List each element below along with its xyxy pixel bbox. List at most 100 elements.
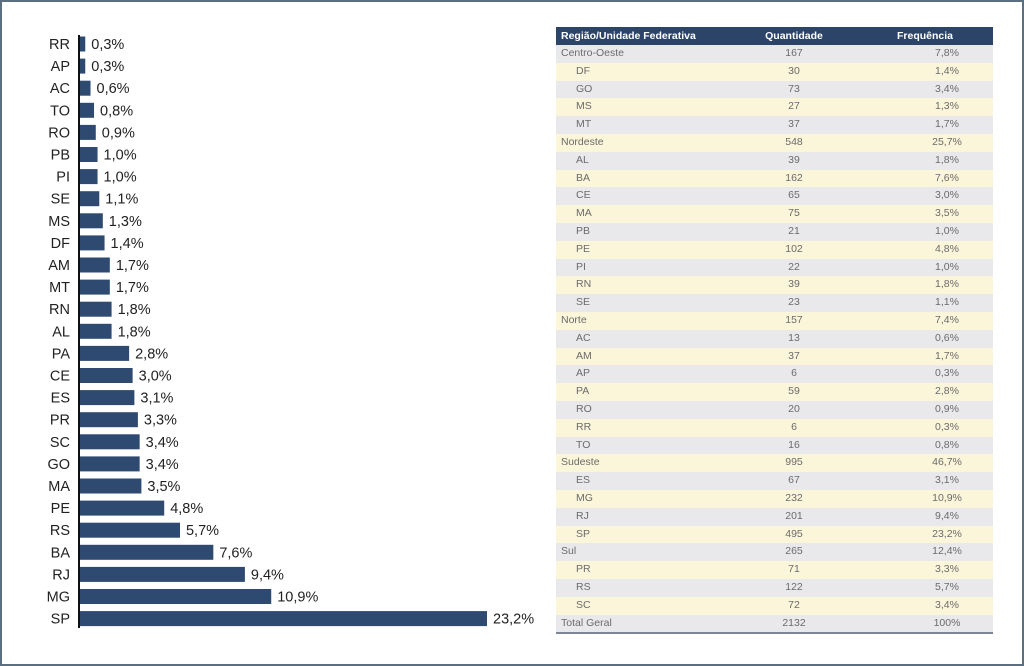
- cell-name: SP: [556, 525, 731, 544]
- cell-name: AM: [556, 347, 731, 366]
- bar-to: [80, 102, 95, 118]
- cell-quantity: 30: [731, 62, 857, 81]
- cell-frequency: 1,7%: [857, 116, 993, 134]
- bar-rj: [80, 566, 245, 582]
- cell-quantity: 102: [731, 240, 857, 259]
- table-row: SP 495 23,2%: [556, 525, 993, 544]
- cell-quantity: 6: [731, 365, 857, 384]
- cell-name: DF: [556, 62, 731, 81]
- category-label: SC: [50, 435, 70, 451]
- category-label: PR: [50, 413, 70, 429]
- cell-frequency: 3,5%: [857, 205, 993, 223]
- cell-quantity: 201: [731, 507, 857, 526]
- bar-am: [80, 257, 110, 273]
- category-label: AL: [52, 324, 70, 340]
- cell-frequency: 9,4%: [857, 507, 993, 526]
- cell-quantity: 162: [731, 169, 857, 188]
- cell-name: MG: [556, 489, 731, 508]
- table-row: AL 39 1,8%: [556, 151, 993, 170]
- table-region-row: Norte 157 7,4%: [556, 311, 993, 330]
- category-label: SE: [51, 192, 71, 208]
- cell-name: Total Geral: [556, 614, 731, 635]
- cell-frequency: 0,8%: [857, 436, 993, 455]
- cell-name: SC: [556, 596, 731, 615]
- cell-frequency: 0,3%: [857, 365, 993, 384]
- cell-frequency: 12,4%: [857, 543, 993, 562]
- table-row: SE 23 1,1%: [556, 294, 993, 312]
- cell-name: ES: [556, 472, 731, 490]
- table-row: RO 20 0,9%: [556, 400, 993, 419]
- cell-quantity: 67: [731, 472, 857, 490]
- bar-rr: [80, 36, 86, 52]
- cell-quantity: 37: [731, 116, 857, 134]
- cell-frequency: 0,6%: [857, 329, 993, 348]
- table-header-row: Região/Unidade Federativa Quantidade Fre…: [556, 27, 993, 45]
- cell-frequency: 23,2%: [857, 525, 993, 544]
- category-label: GO: [47, 457, 70, 473]
- bar-go: [80, 456, 140, 472]
- table-row: PE 102 4,8%: [556, 240, 993, 259]
- table-total-row: Total Geral 2132 100%: [556, 614, 993, 635]
- cell-frequency: 0,3%: [857, 418, 993, 437]
- cell-name: Sudeste: [556, 454, 731, 473]
- value-label: 0,3%: [91, 37, 124, 53]
- category-label: RJ: [52, 567, 70, 583]
- table-row: ES 67 3,1%: [556, 472, 993, 490]
- cell-quantity: 23: [731, 294, 857, 312]
- cell-quantity: 2132: [731, 614, 857, 635]
- cell-name: RN: [556, 276, 731, 295]
- value-label: 1,3%: [109, 214, 142, 230]
- bar-pi: [80, 169, 98, 185]
- table-row: AC 13 0,6%: [556, 329, 993, 348]
- cell-name: RO: [556, 400, 731, 419]
- value-label: 1,7%: [116, 280, 149, 296]
- cell-quantity: 71: [731, 561, 857, 579]
- category-label: RS: [50, 523, 70, 539]
- category-label: MS: [48, 214, 70, 230]
- bar-al: [80, 323, 112, 339]
- table-row: RJ 201 9,4%: [556, 507, 993, 526]
- table-row: RS 122 5,7%: [556, 578, 993, 597]
- cell-frequency: 10,9%: [857, 489, 993, 508]
- category-label: MT: [49, 280, 70, 296]
- table-row: SC 72 3,4%: [556, 596, 993, 615]
- cell-name: RJ: [556, 507, 731, 526]
- category-label: RO: [48, 125, 70, 141]
- cell-frequency: 2,8%: [857, 383, 993, 401]
- value-label: 1,8%: [118, 324, 151, 340]
- category-label: AP: [51, 59, 70, 75]
- bar-ma: [80, 478, 142, 494]
- table-row: PR 71 3,3%: [556, 561, 993, 579]
- cell-quantity: 39: [731, 151, 857, 170]
- bar-sp: [80, 611, 487, 627]
- value-label: 23,2%: [493, 612, 534, 628]
- value-label: 1,0%: [104, 170, 137, 186]
- value-label: 0,9%: [102, 125, 135, 141]
- cell-quantity: 75: [731, 205, 857, 223]
- category-label: PI: [56, 170, 70, 186]
- value-label: 1,4%: [111, 236, 144, 252]
- category-label: MA: [48, 479, 70, 495]
- value-label: 7,6%: [219, 545, 252, 561]
- cell-name: AP: [556, 365, 731, 384]
- cell-frequency: 1,0%: [857, 222, 993, 241]
- cell-name: SE: [556, 294, 731, 312]
- value-label: 1,8%: [118, 302, 151, 318]
- header-frequency: Frequência: [857, 27, 993, 45]
- table-row: DF 30 1,4%: [556, 62, 993, 81]
- table-row: MT 37 1,7%: [556, 116, 993, 134]
- table-row: BA 162 7,6%: [556, 169, 993, 188]
- cell-name: MT: [556, 116, 731, 134]
- cell-quantity: 6: [731, 418, 857, 437]
- cell-name: Centro-Oeste: [556, 45, 731, 63]
- bar-se: [80, 191, 100, 207]
- table-region-row: Sudeste 995 46,7%: [556, 454, 993, 473]
- category-label: SP: [51, 612, 70, 628]
- cell-frequency: 5,7%: [857, 578, 993, 597]
- bar-pr: [80, 412, 138, 428]
- category-label: PA: [52, 346, 71, 362]
- cell-name: PR: [556, 561, 731, 579]
- cell-quantity: 167: [731, 45, 857, 63]
- bar-ba: [80, 544, 214, 560]
- cell-name: GO: [556, 80, 731, 99]
